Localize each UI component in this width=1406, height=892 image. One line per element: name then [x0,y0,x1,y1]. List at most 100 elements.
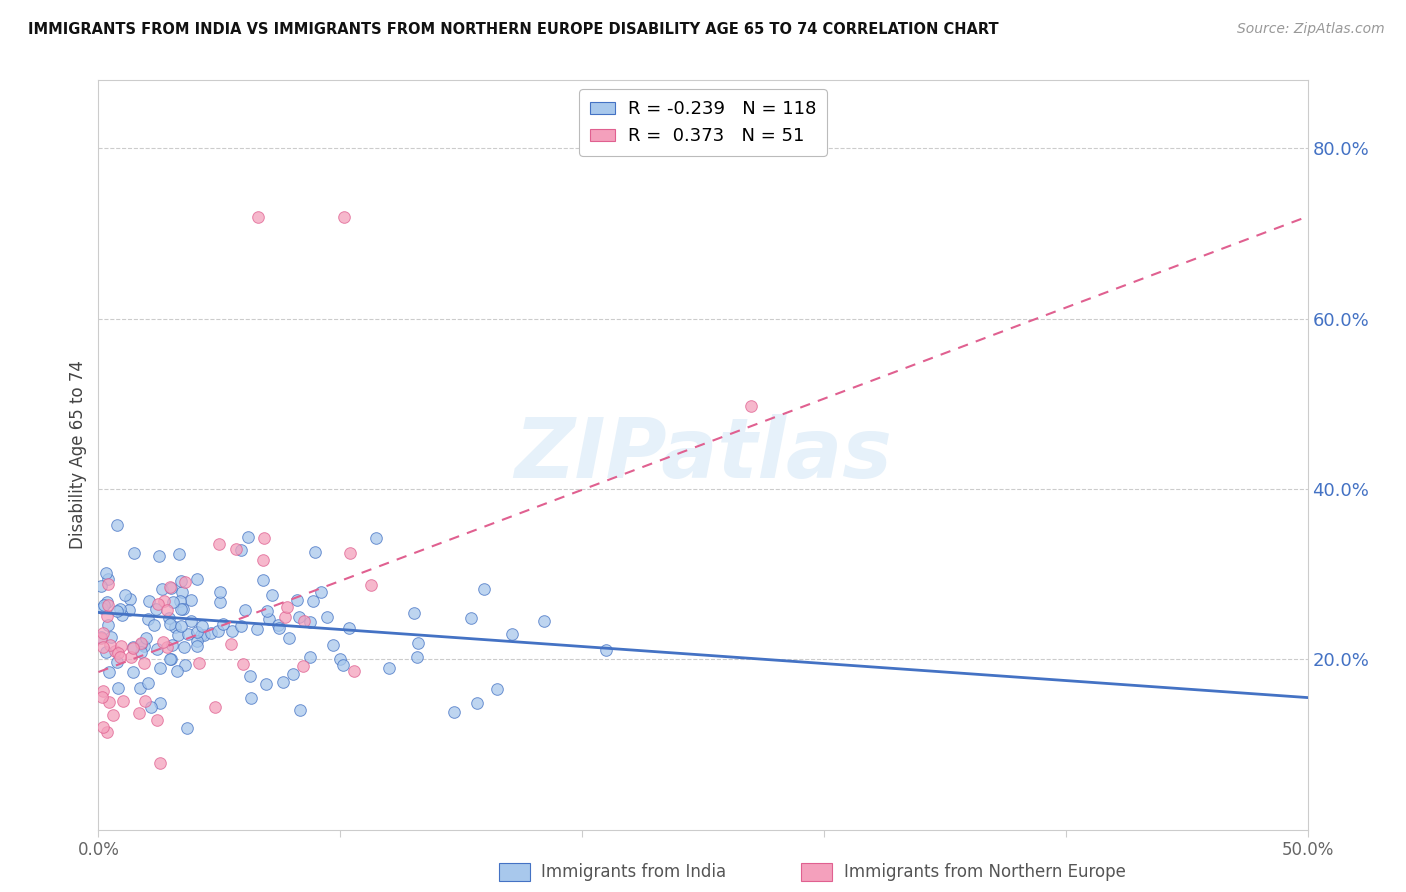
Point [177,627,200,641]
Point [96,608,118,623]
Point [229,542,252,557]
Point [100,631,122,645]
Point [219,637,242,651]
Point [299,650,322,665]
Point [134,694,156,708]
Point [90,601,112,615]
Point [148,756,170,770]
Point [97,617,120,632]
Point [486,681,509,696]
Point [595,642,617,657]
Point [166,664,188,678]
Point [172,602,194,616]
Point [122,640,145,654]
Point [159,580,181,594]
Text: Immigrants from India: Immigrants from India [541,863,727,881]
Point [276,600,298,615]
Point [122,665,145,679]
Point [165,619,187,633]
Point [267,621,290,635]
Point [304,545,326,559]
Point [232,657,254,671]
Point [131,645,153,659]
Point [107,681,129,696]
Point [186,634,208,648]
Point [138,593,160,607]
Point [159,652,181,666]
Point [465,696,488,710]
Point [162,594,184,608]
Point [364,531,387,545]
Point [111,608,134,623]
Point [122,641,145,656]
Point [186,572,208,586]
Point [131,637,153,651]
Point [322,639,344,653]
FancyBboxPatch shape [801,863,832,881]
Point [176,721,198,735]
Point [170,602,193,616]
Point [90,631,112,645]
Point [339,546,361,560]
Point [260,588,283,602]
Point [159,617,181,632]
Point [209,594,232,608]
Point [122,546,145,560]
Point [90,630,112,644]
Point [98,665,121,680]
Point [152,594,174,608]
Point [120,649,142,664]
Text: Source: ZipAtlas.com: Source: ZipAtlas.com [1237,22,1385,37]
Text: Immigrants from Northern Europe: Immigrants from Northern Europe [844,863,1125,881]
Point [332,657,354,672]
Y-axis label: Disability Age 65 to 74: Disability Age 65 to 74 [69,360,87,549]
Point [246,622,269,636]
Point [136,675,159,690]
Point [221,624,243,638]
Point [155,640,177,654]
Point [157,611,180,625]
Point [145,602,167,616]
Point [236,529,259,543]
Point [254,677,277,691]
Point [406,636,429,650]
Point [231,619,253,633]
Point [94,645,117,659]
Point [149,696,172,710]
Point [167,547,190,561]
Legend: R = -0.239   N = 118, R =  0.373   N = 51: R = -0.239 N = 118, R = 0.373 N = 51 [579,89,827,156]
Point [204,699,226,714]
Point [160,651,183,665]
Point [343,664,366,678]
Point [152,635,174,649]
Point [252,574,274,588]
Point [169,594,191,608]
Point [208,536,231,550]
Point [316,610,339,624]
Point [281,666,304,681]
Point [172,585,194,599]
Point [329,652,352,666]
Text: IMMIGRANTS FROM INDIA VS IMMIGRANTS FROM NORTHERN EUROPE DISABILITY AGE 65 TO 74: IMMIGRANTS FROM INDIA VS IMMIGRANTS FROM… [28,22,998,37]
Point [103,643,125,657]
Point [253,532,276,546]
Point [143,618,166,632]
Point [90,578,112,592]
Point [235,603,257,617]
Point [146,597,169,611]
Point [173,658,195,673]
Point [271,674,294,689]
Point [460,611,482,625]
Point [110,639,132,653]
Point [146,641,169,656]
Point [169,574,191,588]
Point [160,581,183,595]
Point [299,615,322,630]
Point [187,656,209,670]
Point [114,588,136,602]
Point [288,703,311,717]
Point [259,611,281,625]
Point [191,619,214,633]
Point [180,614,202,628]
FancyBboxPatch shape [499,863,530,881]
